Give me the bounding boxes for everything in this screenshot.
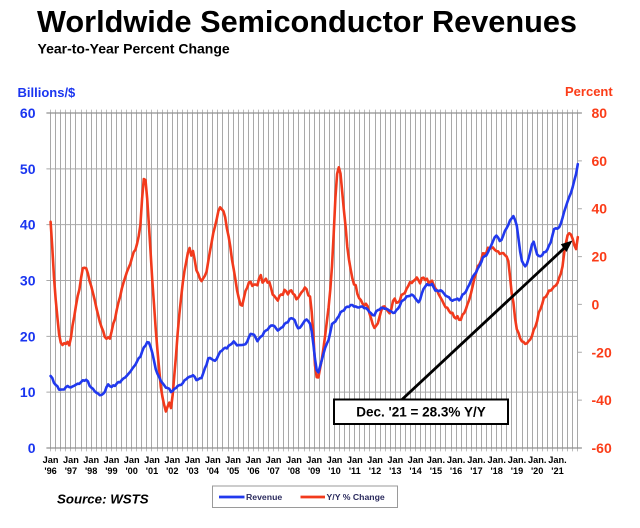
svg-text:Jan: Jan: [83, 455, 99, 465]
svg-text:Jan.: Jan.: [548, 455, 566, 465]
svg-text:20: 20: [20, 328, 36, 344]
svg-text:Year-to-Year Percent Change: Year-to-Year Percent Change: [38, 41, 230, 57]
svg-text:Jan.: Jan.: [508, 455, 526, 465]
svg-text:'04: '04: [207, 466, 220, 476]
svg-text:'08: '08: [288, 466, 300, 476]
svg-text:Jan: Jan: [367, 455, 383, 465]
svg-text:-60: -60: [592, 440, 612, 456]
svg-text:'09: '09: [308, 466, 320, 476]
svg-text:60: 60: [20, 105, 36, 121]
svg-text:Jan.: Jan.: [447, 455, 465, 465]
svg-text:Jan: Jan: [144, 455, 160, 465]
svg-text:'17: '17: [470, 466, 482, 476]
svg-text:0: 0: [592, 296, 600, 312]
svg-text:'13: '13: [389, 466, 401, 476]
svg-text:'18: '18: [490, 466, 502, 476]
svg-text:'15: '15: [430, 466, 442, 476]
svg-text:Jan: Jan: [43, 455, 59, 465]
svg-text:Jan.: Jan.: [467, 455, 485, 465]
svg-text:Jan: Jan: [124, 455, 140, 465]
svg-text:Jan.: Jan.: [488, 455, 506, 465]
svg-text:'98: '98: [85, 466, 97, 476]
svg-text:'10: '10: [328, 466, 340, 476]
svg-text:20: 20: [592, 249, 608, 265]
svg-text:Jan: Jan: [185, 455, 201, 465]
svg-text:'00: '00: [125, 466, 137, 476]
svg-text:50: 50: [20, 161, 36, 177]
svg-text:30: 30: [20, 273, 36, 289]
svg-text:Jan.: Jan.: [427, 455, 445, 465]
svg-text:-40: -40: [592, 392, 612, 408]
svg-text:Jan: Jan: [205, 455, 221, 465]
svg-text:0: 0: [28, 440, 36, 456]
svg-text:'21: '21: [551, 466, 563, 476]
svg-text:Jan: Jan: [103, 455, 119, 465]
svg-text:Jan: Jan: [347, 455, 363, 465]
svg-text:Jan: Jan: [225, 455, 241, 465]
svg-text:'02: '02: [166, 466, 178, 476]
svg-text:Jan: Jan: [63, 455, 79, 465]
svg-text:10: 10: [20, 384, 36, 400]
svg-text:40: 40: [592, 201, 608, 217]
svg-text:Billions/$: Billions/$: [18, 85, 77, 100]
svg-text:'16: '16: [450, 466, 462, 476]
svg-text:'99: '99: [105, 466, 117, 476]
svg-text:'01: '01: [146, 466, 158, 476]
svg-text:'14: '14: [409, 466, 422, 476]
svg-text:Dec. '21 = 28.3% Y/Y: Dec. '21 = 28.3% Y/Y: [356, 405, 485, 420]
svg-text:'03: '03: [186, 466, 198, 476]
svg-text:'97: '97: [65, 466, 77, 476]
svg-text:Jan: Jan: [266, 455, 282, 465]
svg-text:'06: '06: [247, 466, 259, 476]
svg-text:Jan: Jan: [245, 455, 261, 465]
svg-text:Jan.: Jan.: [528, 455, 546, 465]
svg-text:80: 80: [592, 105, 608, 121]
svg-text:'07: '07: [267, 466, 279, 476]
svg-text:'19: '19: [511, 466, 523, 476]
svg-text:Jan: Jan: [408, 455, 424, 465]
svg-text:Y/Y % Change: Y/Y % Change: [327, 492, 385, 502]
svg-text:'12: '12: [369, 466, 381, 476]
svg-text:60: 60: [592, 153, 608, 169]
svg-text:'20: '20: [531, 466, 543, 476]
svg-text:-20: -20: [592, 344, 612, 360]
svg-text:Revenue: Revenue: [246, 492, 282, 502]
svg-text:Jan: Jan: [387, 455, 403, 465]
svg-text:'11: '11: [349, 466, 361, 476]
svg-text:40: 40: [20, 217, 36, 233]
svg-text:Jan: Jan: [327, 455, 343, 465]
svg-text:Worldwide Semiconductor Revenu: Worldwide Semiconductor Revenues: [37, 4, 577, 39]
svg-text:Jan: Jan: [286, 455, 302, 465]
svg-text:Percent: Percent: [565, 84, 613, 99]
svg-text:'96: '96: [44, 466, 56, 476]
svg-text:Source: WSTS: Source: WSTS: [57, 492, 149, 507]
svg-text:Jan: Jan: [306, 455, 322, 465]
svg-text:'05: '05: [227, 466, 239, 476]
svg-text:Jan: Jan: [164, 455, 180, 465]
